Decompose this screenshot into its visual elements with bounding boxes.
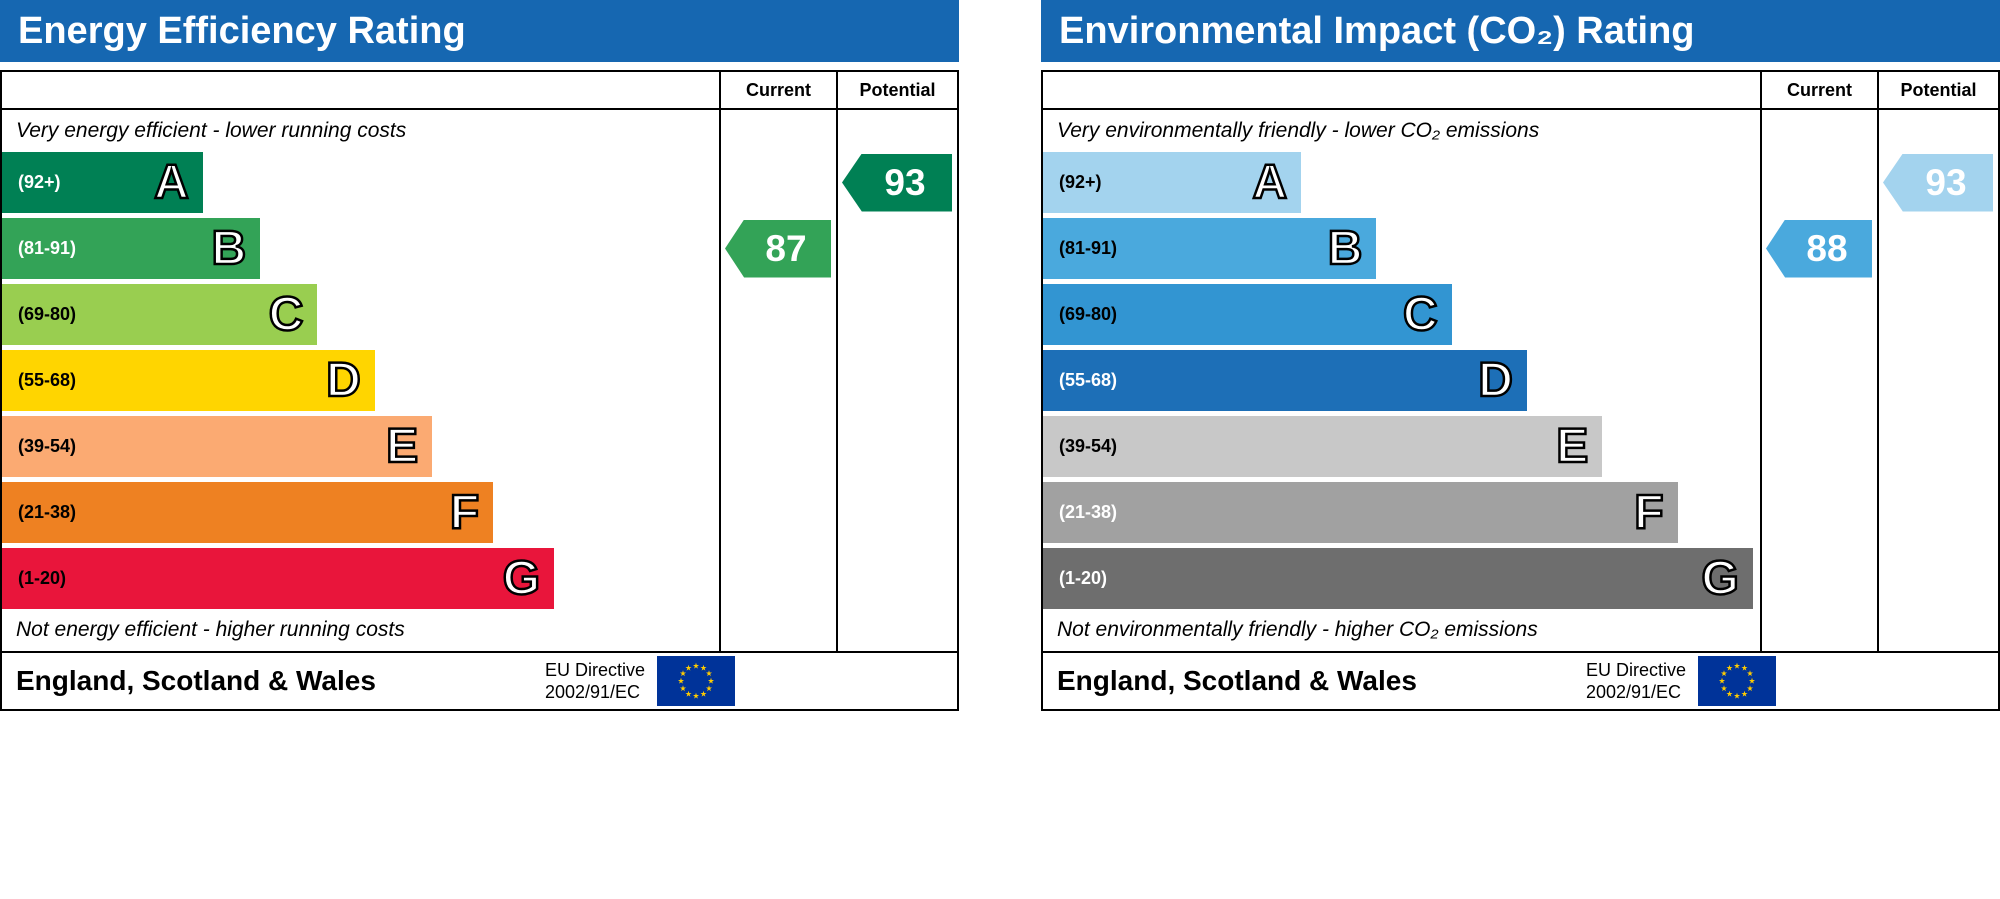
current-rating-pointer: 87	[725, 219, 831, 278]
band-range-label: (92+)	[18, 172, 61, 192]
band-letter: F	[1633, 485, 1665, 539]
rating-scale-area: Very energy efficient - lower running co…	[2, 110, 719, 651]
band-range-label: (1-20)	[1059, 568, 1108, 588]
band-range-label: (21-38)	[18, 502, 77, 522]
top-caption: Very energy efficient - lower running co…	[16, 119, 407, 142]
chart-frame: Current Potential Very environmentally f…	[1041, 70, 2000, 711]
region-label: England, Scotland & Wales	[16, 665, 376, 696]
rating-band-d: (55-68) D	[2, 350, 719, 411]
band-range-label: (81-91)	[1059, 238, 1118, 258]
band-letter: A	[1251, 155, 1288, 209]
rating-band-b: (81-91) B	[1043, 218, 1760, 279]
band-letter: C	[1402, 287, 1439, 341]
potential-value-column: 93	[1877, 110, 1998, 651]
band-range-label: (39-54)	[18, 436, 77, 456]
potential-value-column: 93	[836, 110, 957, 651]
region-label: England, Scotland & Wales	[1057, 665, 1417, 696]
band-letter: F	[449, 485, 481, 539]
rating-band-c: (69-80) C	[2, 284, 719, 345]
rating-band-f: (21-38) F	[2, 482, 719, 543]
epc-rating-report: Energy Efficiency Rating Current Potenti…	[0, 0, 2000, 711]
band-range-label: (81-91)	[18, 238, 77, 258]
eu-directive-line2: 2002/91/EC	[544, 682, 641, 702]
band-letter: B	[1326, 221, 1363, 275]
rating-scale-area: Very environmentally friendly - lower CO…	[1043, 110, 1760, 651]
band-letter: G	[1700, 551, 1740, 605]
current-value-column: 87	[719, 110, 836, 651]
eu-directive-line1: EU Directive	[1585, 659, 1686, 680]
chart-footer: England, Scotland & Wales EU Directive 2…	[2, 651, 957, 709]
band-letter: C	[268, 287, 305, 341]
current-column-header: Current	[1760, 72, 1877, 110]
band-letter: D	[325, 353, 362, 407]
rating-band-g: (1-20) G	[1043, 548, 1760, 609]
current-value-column: 88	[1760, 110, 1877, 651]
eu-directive-line2: 2002/91/EC	[1585, 682, 1682, 702]
rating-band-a: (92+) A	[2, 152, 719, 213]
current-column-header: Current	[719, 72, 836, 110]
band-range-label: (55-68)	[18, 370, 77, 390]
current-rating-pointer: 88	[1766, 219, 1872, 278]
rating-band-g: (1-20) G	[2, 548, 719, 609]
bottom-caption: Not energy efficient - higher running co…	[16, 618, 405, 641]
band-letter: E	[385, 419, 420, 473]
band-range-label: (21-38)	[1059, 502, 1118, 522]
band-letter: G	[501, 551, 541, 605]
rating-band-d: (55-68) D	[1043, 350, 1760, 411]
chart-frame: Current Potential Very energy efficient …	[0, 70, 959, 711]
eu-directive-label: EU Directive 2002/91/EC	[1586, 659, 1686, 704]
band-range-label: (69-80)	[18, 304, 77, 324]
header-spacer	[2, 72, 719, 110]
eu-directive-label: EU Directive 2002/91/EC	[545, 659, 645, 704]
band-range-label: (39-54)	[1059, 436, 1118, 456]
eu-flag-icon	[657, 656, 735, 706]
rating-bands: (92+) A (81-91) B (69-80) C (55-68) D (39-54) E (2…	[1043, 152, 1760, 609]
rating-band-a: (92+) A	[1043, 152, 1760, 213]
chart-title: Energy Efficiency Rating	[0, 0, 959, 62]
eu-flag-icon	[1698, 656, 1776, 706]
potential-rating-pointer: 93	[1883, 153, 1993, 212]
rating-band-b: (81-91) B	[2, 218, 719, 279]
band-letter: E	[1555, 419, 1590, 473]
band-letter: D	[1477, 353, 1514, 407]
potential-column-header: Potential	[836, 72, 957, 110]
chart-title: Environmental Impact (CO₂) Rating	[1041, 0, 2000, 62]
eu-directive-line1: EU Directive	[544, 659, 645, 680]
energy-efficiency-chart: Energy Efficiency Rating Current Potenti…	[0, 0, 959, 711]
rating-bands: (92+) A (81-91) B (69-80) C (55-68) D (39-54) E (2…	[2, 152, 719, 609]
rating-band-f: (21-38) F	[1043, 482, 1760, 543]
header-spacer	[1043, 72, 1760, 110]
top-caption: Very environmentally friendly - lower CO…	[1057, 119, 1540, 142]
band-range-label: (92+)	[1059, 172, 1102, 192]
band-letter: B	[210, 221, 247, 275]
potential-column-header: Potential	[1877, 72, 1998, 110]
band-range-label: (1-20)	[18, 568, 67, 588]
rating-band-e: (39-54) E	[1043, 416, 1760, 477]
chart-footer: England, Scotland & Wales EU Directive 2…	[1043, 651, 1998, 709]
band-range-label: (69-80)	[1059, 304, 1118, 324]
band-range-label: (55-68)	[1059, 370, 1118, 390]
environmental-impact-chart: Environmental Impact (CO₂) Rating Curren…	[1041, 0, 2000, 711]
band-letter: A	[153, 155, 190, 209]
potential-rating-pointer: 93	[842, 153, 952, 212]
rating-band-c: (69-80) C	[1043, 284, 1760, 345]
bottom-caption: Not environmentally friendly - higher CO…	[1057, 618, 1538, 641]
rating-band-e: (39-54) E	[2, 416, 719, 477]
